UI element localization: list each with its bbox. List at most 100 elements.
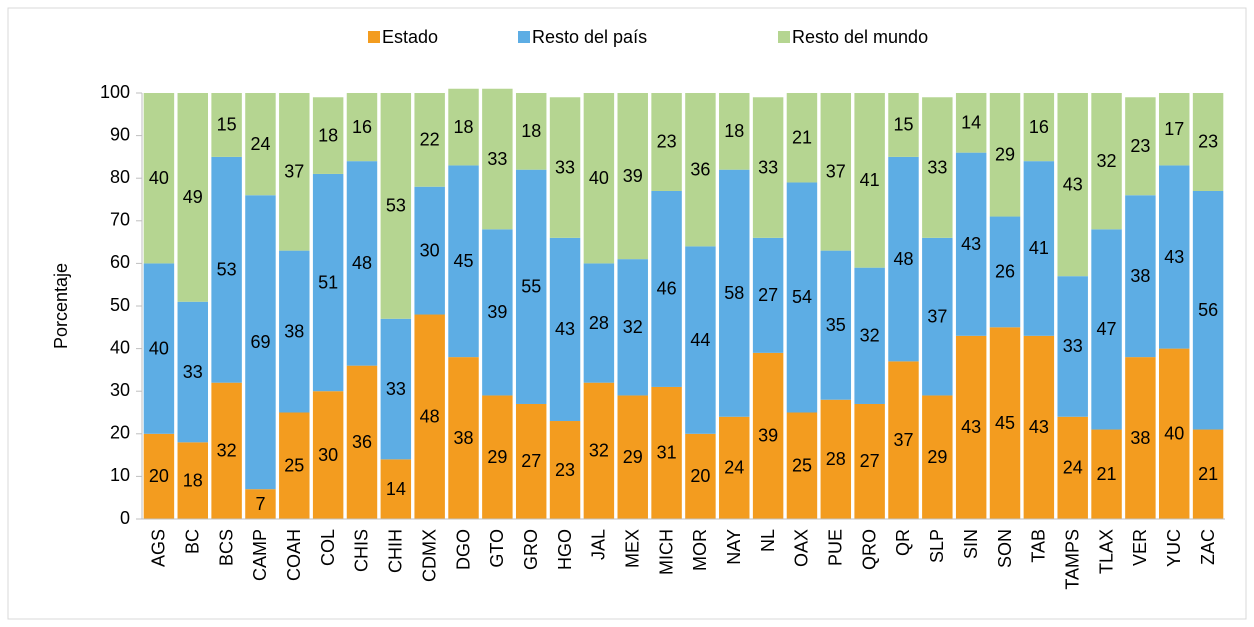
data-label: 27 (758, 285, 778, 305)
data-label: 53 (386, 196, 406, 216)
data-label: 18 (183, 470, 203, 490)
data-label: 43 (961, 234, 981, 254)
bar-segment (414, 314, 445, 519)
data-label: 15 (893, 115, 913, 135)
data-label: 44 (690, 330, 710, 350)
data-label: 37 (284, 162, 304, 182)
data-label: 14 (961, 113, 981, 133)
bar-segment (583, 382, 615, 519)
x-tick-label: CDMX (419, 529, 439, 582)
bar-segment (380, 459, 412, 519)
y-tick-label: 40 (110, 337, 130, 357)
bar-segment (854, 403, 885, 519)
data-label: 28 (826, 449, 846, 469)
y-tick-label: 70 (110, 210, 130, 230)
data-label: 39 (623, 166, 643, 186)
bar-segment (1057, 276, 1088, 417)
legend-swatch (778, 31, 790, 43)
data-label: 29 (995, 145, 1015, 165)
x-tick-label: COL (318, 529, 338, 566)
legend-label: Estado (382, 27, 438, 47)
data-label: 21 (1097, 464, 1117, 484)
bar-segment (583, 93, 615, 264)
bar-segment (651, 386, 682, 519)
bar-segment (245, 93, 276, 196)
data-label: 37 (826, 162, 846, 182)
data-label: 33 (487, 149, 507, 169)
data-label: 58 (724, 283, 744, 303)
bar-segment (752, 352, 784, 519)
data-label: 36 (352, 432, 372, 452)
data-label: 33 (927, 157, 947, 177)
data-label: 32 (860, 326, 880, 346)
data-label: 40 (149, 168, 169, 188)
data-label: 45 (995, 413, 1015, 433)
y-axis-label: Porcentaje (51, 263, 71, 349)
bar-segment (414, 186, 445, 315)
bar-segment (786, 93, 818, 183)
bar-segment (380, 318, 412, 460)
bar-segment (482, 395, 513, 519)
bar-segment (312, 173, 344, 392)
data-label: 43 (961, 417, 981, 437)
bar-segment (786, 412, 818, 519)
data-label: 48 (893, 249, 913, 269)
data-label: 24 (250, 134, 270, 154)
data-label: 43 (1063, 174, 1083, 194)
data-label: 37 (927, 306, 947, 326)
bar-segment (1023, 335, 1055, 519)
bar-segment (177, 442, 208, 519)
y-tick-label: 20 (110, 423, 130, 443)
data-label: 54 (792, 287, 812, 307)
data-label: 33 (1063, 336, 1083, 356)
bar-segment (1159, 165, 1190, 349)
bar-segment (685, 246, 716, 434)
bar-segment (719, 93, 750, 170)
bar-segment (1023, 161, 1055, 336)
data-label: 35 (826, 315, 846, 335)
data-label: 49 (183, 187, 203, 207)
data-label: 20 (149, 466, 169, 486)
bar-segment (245, 195, 276, 490)
data-label: 23 (657, 132, 677, 152)
data-label: 27 (860, 451, 880, 471)
bar-segment (989, 216, 1021, 328)
data-label: 26 (995, 262, 1015, 282)
x-tick-label: SON (995, 529, 1015, 568)
bar-segment (651, 190, 682, 387)
legend-label: Resto del país (532, 27, 647, 47)
bar-segment (719, 169, 750, 417)
bar-segment (1125, 357, 1156, 519)
data-label: 18 (454, 117, 474, 137)
x-tick-label: QR (893, 529, 913, 556)
data-label: 36 (690, 159, 710, 179)
data-label: 40 (149, 338, 169, 358)
data-label: 23 (1198, 132, 1218, 152)
bar-segment (820, 399, 852, 519)
data-label: 17 (1164, 119, 1184, 139)
data-label: 41 (860, 170, 880, 190)
data-label: 15 (217, 115, 237, 135)
y-tick-label: 0 (120, 508, 130, 528)
bar-segment (177, 301, 208, 443)
x-tick-label: CHIS (352, 529, 372, 572)
bar-segment (143, 93, 175, 264)
data-label: 22 (420, 130, 440, 150)
bar-segment (989, 327, 1021, 519)
bar-segment (515, 169, 547, 404)
legend: Estado Resto del país Resto del mundo (368, 27, 928, 47)
bar-segment (414, 93, 445, 187)
bar-segment (515, 93, 547, 170)
data-label: 39 (487, 302, 507, 322)
data-label: 40 (589, 168, 609, 188)
bar-segment (1159, 348, 1190, 519)
data-label: 20 (690, 466, 710, 486)
data-label: 33 (386, 379, 406, 399)
bar-segment (143, 263, 175, 434)
bar-segment (143, 433, 175, 519)
data-label: 43 (1164, 247, 1184, 267)
data-label: 25 (284, 456, 304, 476)
bar-segment (177, 93, 208, 302)
x-tick-label: BC (183, 529, 203, 554)
